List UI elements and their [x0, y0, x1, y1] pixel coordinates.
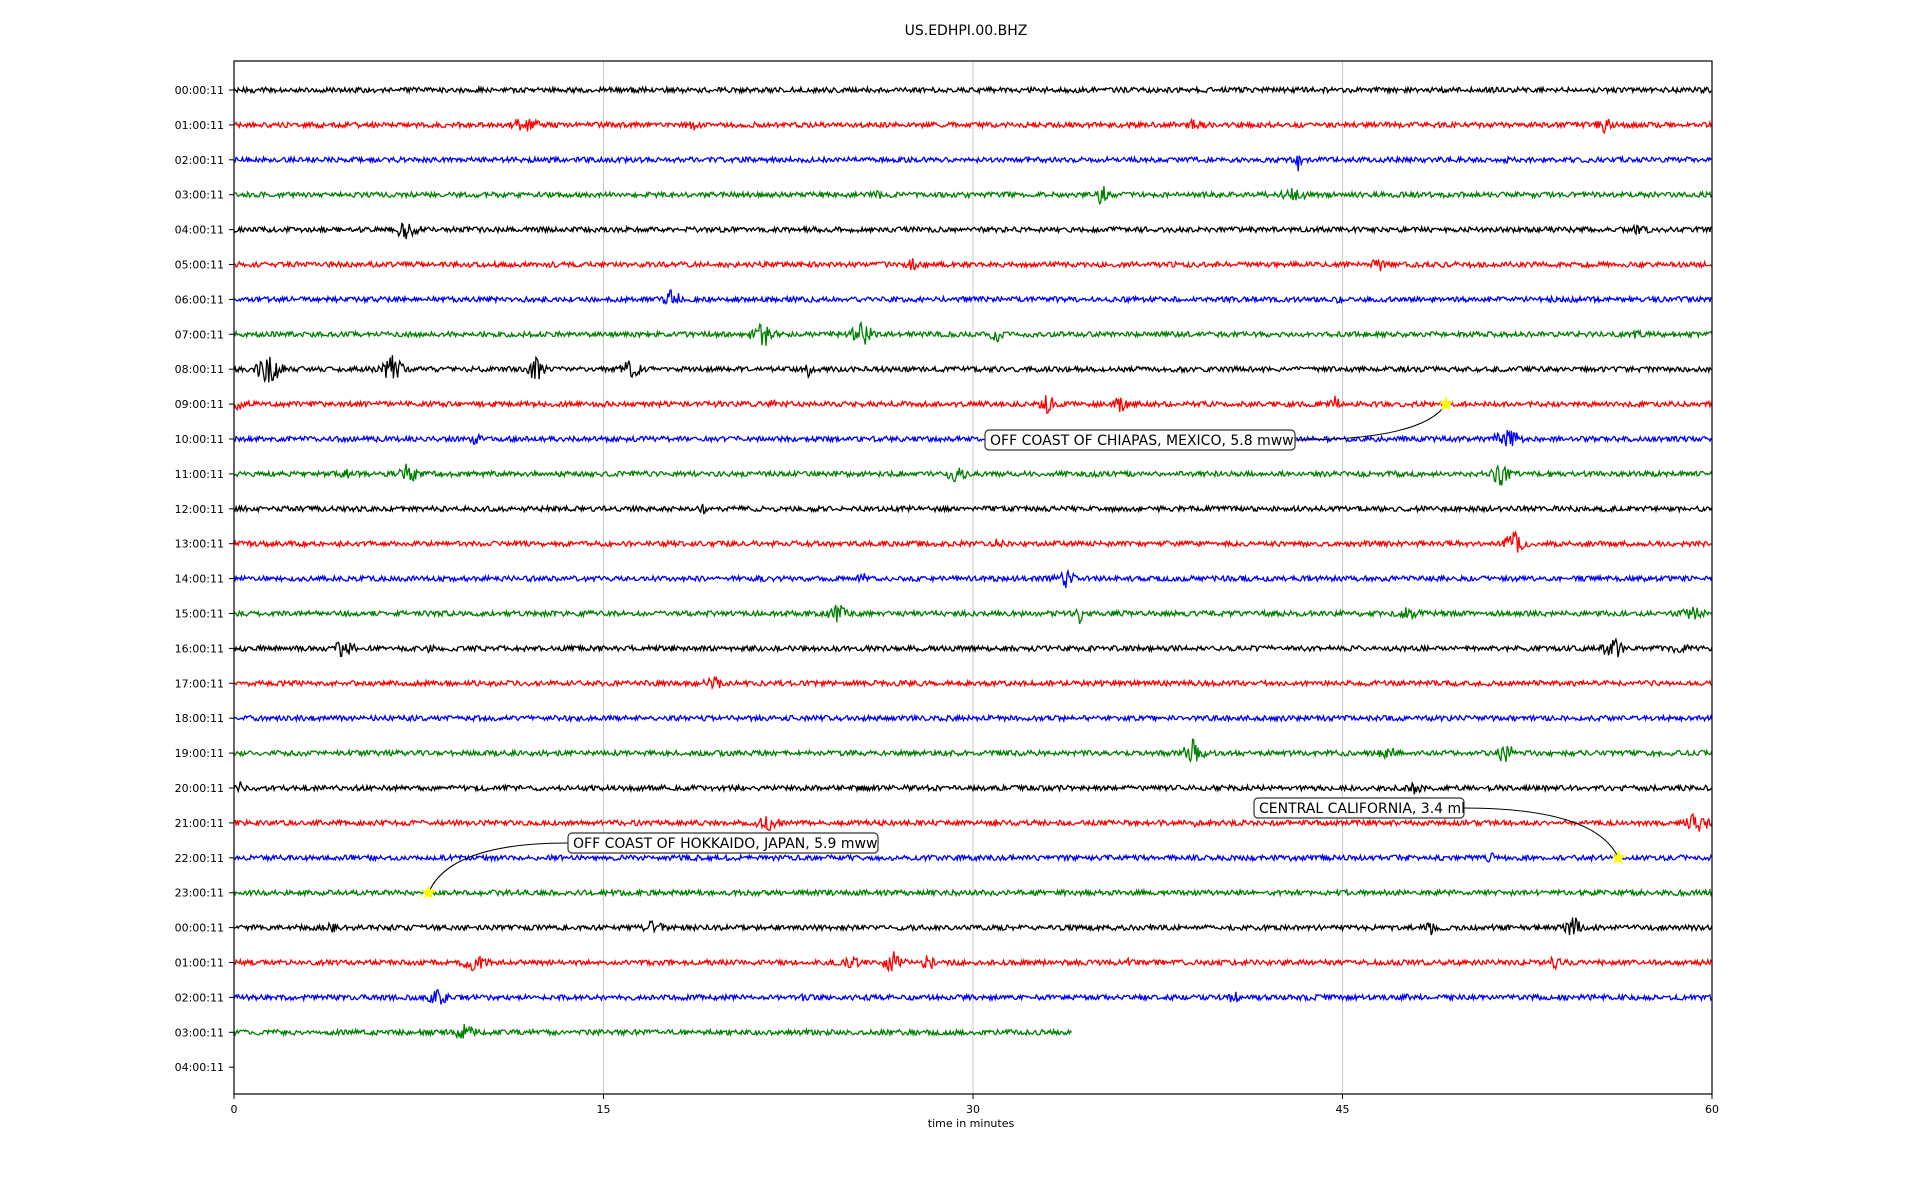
x-tick-label: 60 [1705, 1103, 1719, 1116]
row-time-label: 15:00:11 [175, 608, 224, 621]
row-time-label: 18:00:11 [175, 712, 224, 725]
row-time-label: 01:00:11 [175, 957, 224, 970]
trace-line [233, 530, 1713, 553]
annotation-connector [428, 842, 569, 893]
x-tick-label: 45 [1336, 1103, 1350, 1116]
trace-line [233, 355, 1713, 383]
trace-line [233, 917, 1713, 936]
event-star-icon [1610, 849, 1626, 865]
event-label-box [567, 832, 879, 854]
row-time-label: 03:00:11 [175, 1026, 224, 1039]
event-annotation: CENTRAL CALIFORNIA, 3.4 ml [1253, 797, 1626, 865]
row-time-label: 03:00:11 [175, 189, 224, 202]
trace-line [233, 154, 1713, 172]
trace-line [233, 394, 1713, 415]
row-time-label: 04:00:11 [175, 224, 224, 237]
x-tick-label: 15 [597, 1103, 611, 1116]
row-time-label: 20:00:11 [175, 782, 224, 795]
row-time-label: 01:00:11 [175, 119, 224, 132]
trace-line [233, 222, 1713, 240]
trace-line [233, 604, 1713, 625]
row-time-label: 14:00:11 [175, 573, 224, 586]
row-time-label: 05:00:11 [175, 259, 224, 272]
event-annotation: OFF COAST OF HOKKAIDO, JAPAN, 5.9 mww [421, 832, 879, 900]
x-axis-label: time in minutes [928, 1117, 1015, 1130]
trace-line [233, 84, 1713, 96]
row-time-label: 22:00:11 [175, 852, 224, 865]
event-label: OFF COAST OF CHIAPAS, MEXICO, 5.8 mww [990, 433, 1294, 449]
row-time-label: 12:00:11 [175, 503, 224, 516]
event-label: OFF COAST OF HOKKAIDO, JAPAN, 5.9 mww [573, 836, 877, 852]
row-time-label: 21:00:11 [175, 817, 224, 830]
row-time-label: 19:00:11 [175, 747, 224, 760]
x-tick-label: 0 [231, 1103, 238, 1116]
row-time-label: 08:00:11 [175, 363, 224, 376]
trace-line [234, 117, 1713, 135]
annotation-connector [1463, 807, 1619, 859]
event-star-icon [421, 884, 437, 900]
x-tick-label: 30 [966, 1103, 980, 1116]
seismogram-traces [233, 84, 1713, 1040]
trace-line [233, 852, 1713, 863]
chart-title: US.EDHPI.00.BHZ [905, 23, 1028, 39]
row-time-label: 13:00:11 [175, 538, 224, 551]
trace-line [233, 503, 1713, 515]
annotation-connector [1294, 403, 1447, 441]
trace-line [233, 988, 1713, 1005]
row-time-label: 16:00:11 [175, 642, 224, 655]
event-annotations: OFF COAST OF CHIAPAS, MEXICO, 5.8 mww CEN… [421, 396, 1626, 900]
trace-line [233, 1023, 1072, 1040]
event-annotation: OFF COAST OF CHIAPAS, MEXICO, 5.8 mww [984, 396, 1454, 451]
trace-line [233, 429, 1713, 448]
event-label: CENTRAL CALIFORNIA, 3.4 ml [1259, 801, 1465, 817]
row-time-label: 06:00:11 [175, 293, 224, 306]
event-label-box [1253, 797, 1465, 819]
trace-line [233, 289, 1713, 306]
trace-line [233, 951, 1713, 973]
row-time-label: 02:00:11 [175, 154, 224, 167]
row-time-label: 10:00:11 [175, 433, 224, 446]
row-time-label: 11:00:11 [175, 468, 224, 481]
row-time-labels: 00:00:11 01:00:11 02:00:11 03:00:11 04:00:11… [175, 84, 234, 1074]
trace-line [233, 463, 1713, 486]
row-time-label: 07:00:11 [175, 328, 224, 341]
trace-line [233, 258, 1713, 272]
row-time-label: 00:00:11 [175, 922, 224, 935]
trace-line [233, 738, 1713, 763]
row-time-label: 02:00:11 [175, 991, 224, 1004]
trace-line [233, 812, 1713, 832]
x-axis-ticks: 0 15 30 45 60 [231, 1094, 1719, 1116]
trace-line [233, 675, 1713, 691]
trace-line [233, 637, 1713, 658]
trace-line [233, 781, 1713, 795]
row-time-label: 23:00:11 [175, 887, 224, 900]
trace-line [233, 887, 1713, 898]
trace-line [233, 568, 1713, 589]
event-label-box [984, 429, 1296, 451]
row-time-label: 17:00:11 [175, 677, 224, 690]
event-star-icon [1438, 396, 1454, 411]
row-time-label: 00:00:11 [175, 84, 224, 97]
trace-line [233, 320, 1713, 346]
row-time-label: 09:00:11 [175, 398, 224, 411]
row-time-label: 04:00:11 [175, 1061, 224, 1074]
trace-line [233, 713, 1713, 724]
trace-line [233, 186, 1713, 206]
